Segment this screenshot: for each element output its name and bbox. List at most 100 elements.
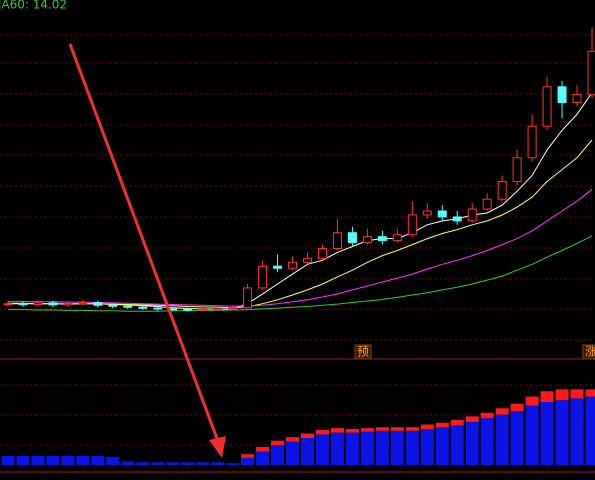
bar-segment (16, 456, 30, 465)
bar-segment (525, 405, 539, 465)
bar-segment (151, 462, 165, 465)
candle-body (587, 50, 595, 96)
bar-segment (271, 445, 285, 465)
candle-body (108, 304, 118, 307)
bar-segment (570, 398, 584, 465)
bar-segment (450, 420, 464, 426)
annotation: 预 (357, 345, 369, 359)
bar-segment (420, 424, 434, 429)
bar-segment (226, 463, 240, 465)
candle-body (213, 308, 223, 311)
candle-body (482, 198, 492, 210)
bar-segment (121, 461, 135, 465)
bar-segment (330, 432, 344, 465)
candle-body (153, 307, 163, 310)
bar-segment (91, 456, 105, 465)
bar-segment (315, 434, 329, 465)
candle-body (392, 234, 402, 242)
candle-body (93, 302, 103, 306)
bar-segment (360, 431, 374, 465)
ma-line (8, 235, 593, 312)
bar-segment (1, 456, 15, 465)
bar-segment (256, 451, 270, 465)
ma-line (8, 188, 593, 307)
bar-segment (435, 422, 449, 428)
annotation-box: 预 涨 (354, 344, 595, 360)
bar-segment (300, 433, 314, 438)
bar-segment (510, 403, 524, 411)
candle-body (63, 303, 73, 306)
candle-body (48, 302, 58, 306)
bar-segment (166, 462, 180, 465)
bar-segment (390, 427, 404, 431)
candle-body (33, 302, 43, 306)
candle-body (452, 216, 462, 222)
candle-body (437, 210, 447, 218)
bar-segment (196, 462, 210, 465)
bar-segment (61, 456, 75, 465)
ma-label: MA60: 14.02 (0, 0, 67, 12)
bar-segment (256, 447, 270, 452)
ma-line (8, 139, 593, 309)
candle-body (422, 210, 432, 216)
bar-segment (555, 400, 569, 465)
candles (3, 27, 595, 312)
candle-body (288, 261, 298, 269)
bar-segment (46, 456, 60, 465)
bar-segment (405, 427, 419, 431)
bar-segment (465, 421, 479, 465)
bar-segment (286, 437, 300, 442)
bar-segment (241, 454, 255, 458)
bar-segment (241, 457, 255, 465)
bar-segment (555, 389, 569, 401)
candle-body (542, 86, 552, 127)
bar-segment (510, 411, 524, 465)
candle-body (377, 236, 387, 242)
candle-body (497, 180, 507, 200)
bar-segment (136, 462, 150, 465)
bar-segment (360, 428, 374, 432)
candle-body (138, 306, 148, 309)
bar-segment (585, 389, 595, 397)
candle-body (258, 265, 268, 289)
candle-body (273, 265, 283, 269)
bar-segment (345, 429, 359, 433)
candle-body (18, 303, 28, 306)
candle-body (467, 208, 477, 222)
bar-segment (330, 428, 344, 433)
candle-body (123, 305, 133, 308)
bar-segment (570, 389, 584, 399)
bar-segment (480, 418, 494, 465)
bar-segment (480, 412, 494, 419)
bars (1, 389, 595, 465)
bar-segment (495, 408, 509, 415)
bar-segment (106, 456, 120, 465)
candle-body (183, 308, 193, 311)
annotation: 涨 (585, 344, 595, 359)
bar-segment (525, 396, 539, 406)
candle-body (347, 232, 357, 244)
bar-segment (585, 396, 595, 465)
candle-body (228, 307, 238, 310)
bar-segment (76, 456, 90, 465)
bar-segment (286, 441, 300, 465)
candle-body (243, 287, 253, 309)
bar-segment (181, 462, 195, 465)
candle-body (572, 94, 582, 104)
bar-segment (375, 427, 389, 431)
bar-segment (405, 430, 419, 465)
bar-segment (300, 438, 314, 465)
candle-body (302, 257, 312, 263)
candle-body (3, 303, 13, 306)
candle-body (332, 232, 342, 250)
candle-body (527, 125, 537, 159)
bar-segment (465, 416, 479, 422)
candle-body (362, 236, 372, 244)
bar-segment (315, 429, 329, 435)
candle-body (557, 86, 567, 104)
candle-body (78, 302, 88, 305)
bar-segment (345, 432, 359, 465)
bar-segment (420, 429, 434, 465)
